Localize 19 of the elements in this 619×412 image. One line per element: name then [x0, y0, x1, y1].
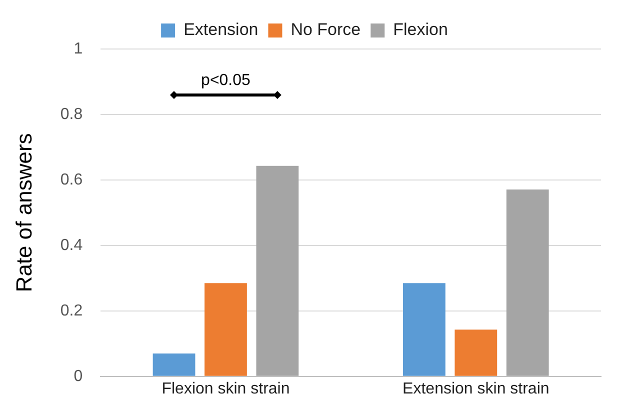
y-axis-title: Rate of answers [11, 133, 36, 292]
bar [204, 283, 247, 376]
y-tick-label: 0.8 [60, 106, 83, 123]
x-tick-label: Flexion skin strain [162, 380, 290, 398]
bar [454, 330, 498, 376]
bar [403, 283, 446, 376]
x-tick-label: Extension skin strain [402, 380, 550, 398]
legend-label: Flexion [393, 20, 448, 40]
y-tick-label: 0.6 [60, 171, 83, 188]
y-tick-label: 0.2 [60, 302, 83, 320]
y-tick-label: 0.4 [60, 236, 83, 254]
legend-label: Extension [184, 20, 258, 40]
y-tick-label: 1 [74, 40, 83, 58]
y-tick-label: 0 [74, 368, 83, 385]
annotation: p<0.05 [201, 72, 251, 90]
legend-label: No Force [290, 20, 361, 40]
bar [256, 166, 299, 376]
bar [152, 353, 196, 376]
bar [506, 189, 549, 376]
